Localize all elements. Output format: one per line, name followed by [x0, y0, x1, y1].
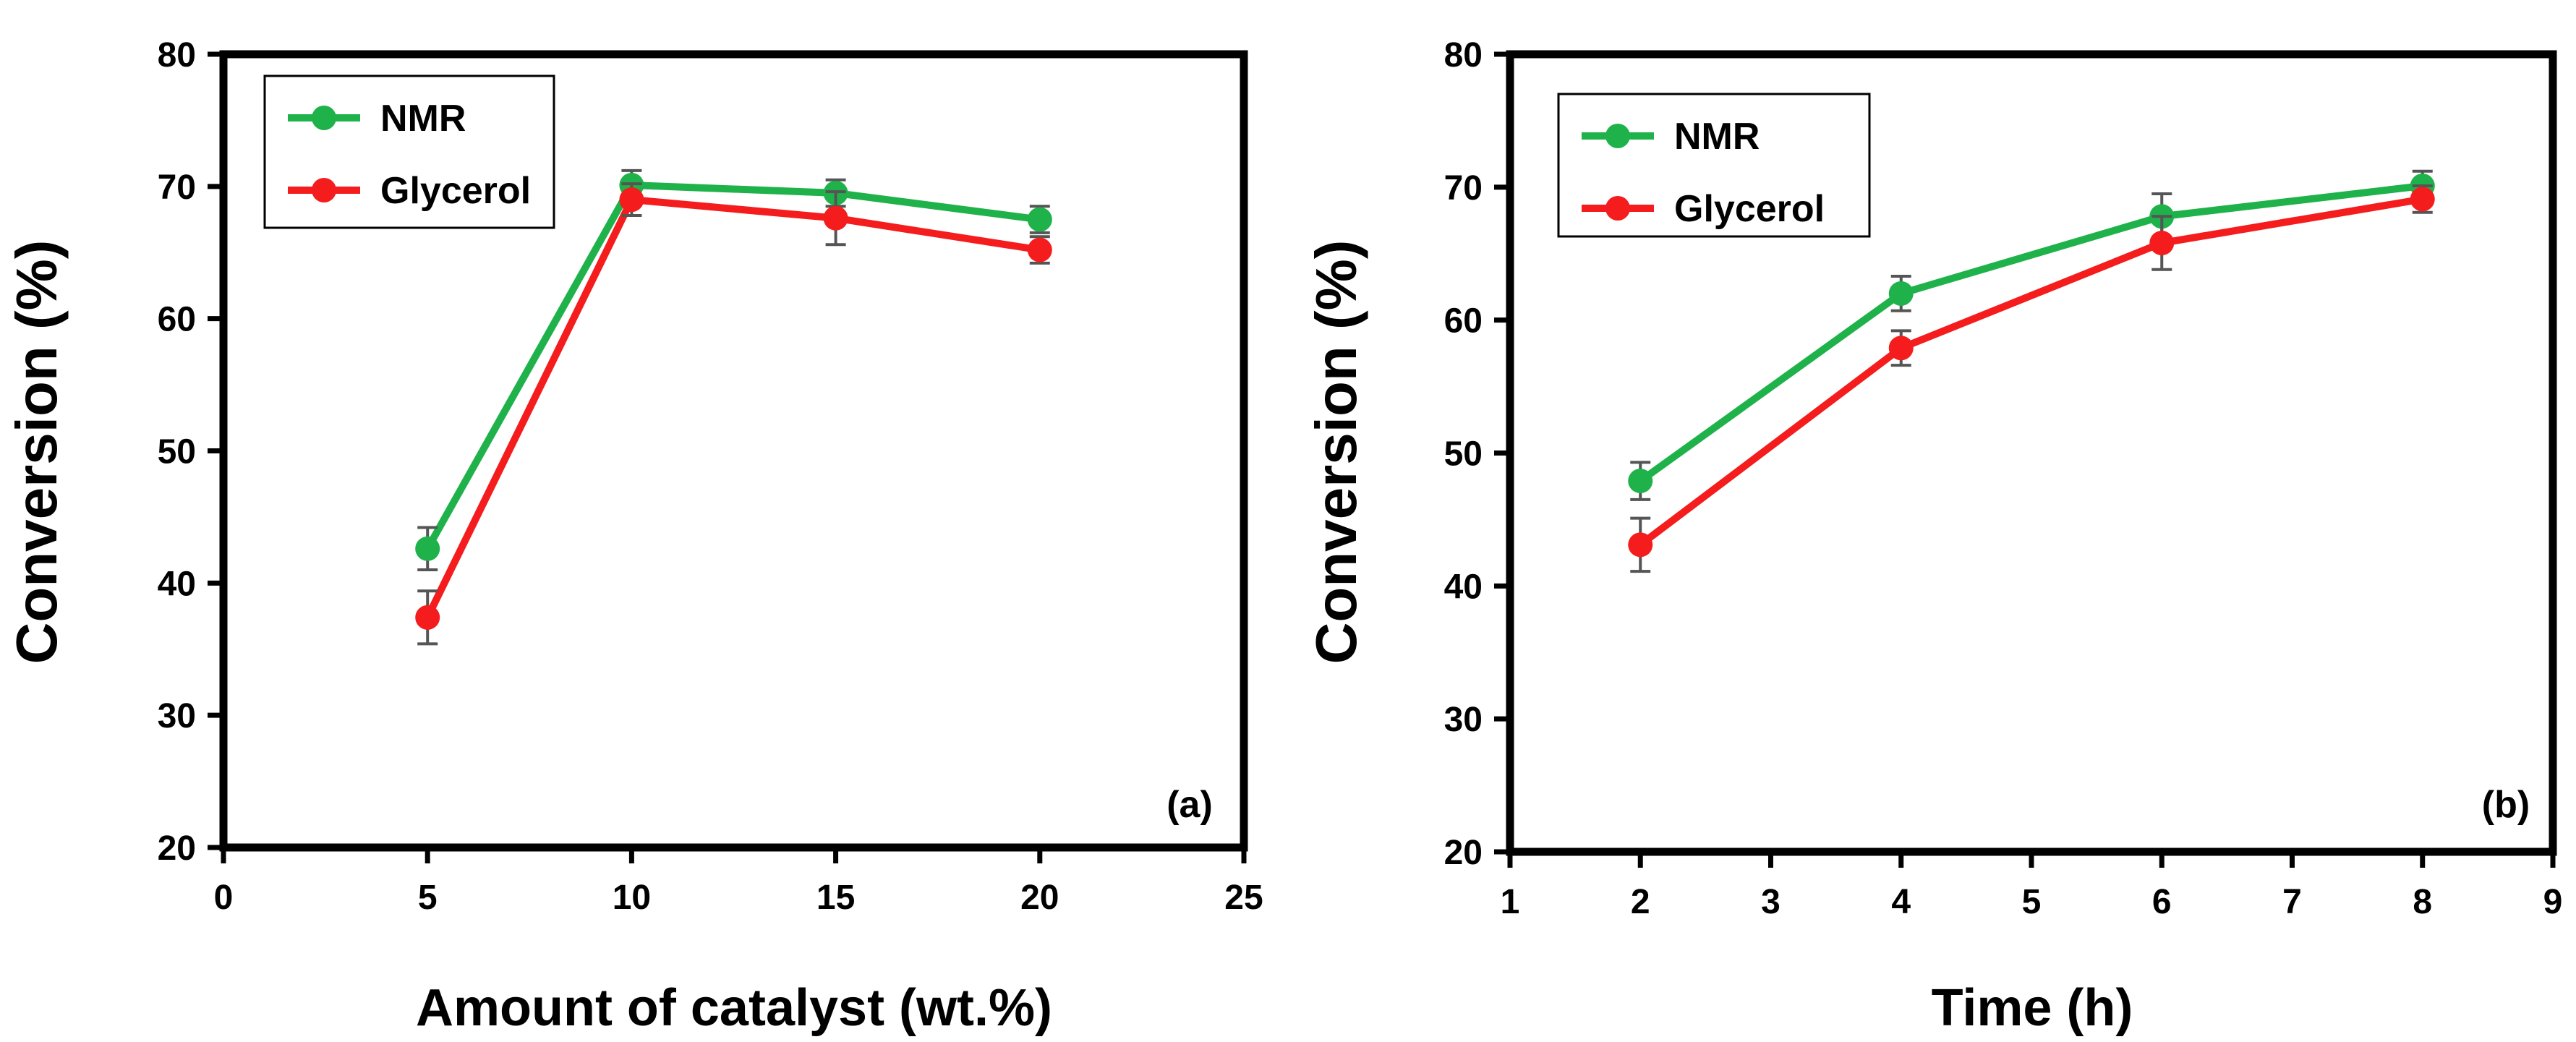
panel-label: (b)	[2482, 784, 2530, 826]
x-axis-title: Amount of catalyst (wt.%)	[416, 979, 1052, 1037]
data-point	[1027, 237, 1052, 262]
data-point	[823, 205, 848, 231]
legend: NMR Glycerol	[1557, 93, 1871, 238]
x-tick-label: 3	[1761, 883, 1780, 921]
series-line	[424, 182, 1041, 551]
data-point	[1888, 281, 1914, 306]
data-point	[415, 536, 440, 561]
data-point	[1027, 207, 1052, 232]
chart-panel-b: 20 30 40 50 60 70 80 1 2 3 4 5 6 7 8 9 Time (h) Conversio…	[1304, 36, 2562, 1037]
data-point	[2410, 187, 2435, 212]
y-tick-label: 50	[158, 433, 196, 471]
x-tick-label: 15	[816, 879, 855, 917]
panel-label: (a)	[1167, 784, 1213, 826]
data-point	[1628, 469, 1653, 494]
y-tick-label: 60	[158, 301, 196, 339]
legend-label: NMR	[380, 98, 466, 140]
series-line	[1638, 195, 2423, 548]
x-tick-label: 0	[214, 879, 234, 917]
y-tick-label: 30	[158, 697, 196, 735]
data-point	[1628, 532, 1653, 558]
x-tick-label: 10	[613, 879, 651, 917]
y-tick-label: 80	[1444, 36, 1483, 74]
x-tick-label: 1	[1501, 883, 1520, 921]
x-tick-label: 20	[1020, 879, 1059, 917]
y-tick-label: 20	[158, 829, 196, 868]
legend-swatch-marker	[1605, 124, 1630, 148]
y-axis-title: Conversion (%)	[4, 240, 69, 665]
y-axis-title: Conversion (%)	[1304, 240, 1368, 665]
legend-swatch-marker	[312, 106, 336, 130]
x-tick-label: 2	[1631, 883, 1650, 921]
legend-swatch-marker	[312, 178, 336, 202]
series-line	[1638, 182, 2423, 484]
data-point	[2149, 231, 2175, 256]
y-tick-label: 40	[1444, 568, 1483, 606]
y-tick-label: 60	[1444, 302, 1483, 341]
data-point	[415, 605, 440, 630]
y-tick-label: 70	[1444, 169, 1483, 208]
y-tick-label: 70	[158, 168, 196, 207]
series-glycerol	[415, 182, 1052, 646]
series-glycerol	[1628, 184, 2435, 573]
x-tick-label: 25	[1224, 879, 1263, 917]
x-tick-label: 8	[2413, 883, 2432, 921]
legend-label: Glycerol	[1674, 188, 1825, 230]
legend-label: NMR	[1674, 116, 1760, 158]
legend-swatch-marker	[1605, 196, 1630, 221]
x-tick-label: 4	[1891, 883, 1911, 921]
data-point	[619, 187, 644, 213]
x-tick-label: 6	[2152, 883, 2172, 921]
y-tick-label: 50	[1444, 435, 1483, 474]
data-point	[1888, 336, 1914, 361]
legend-label: Glycerol	[380, 170, 531, 212]
y-tick-label: 20	[1444, 834, 1483, 872]
legend-box	[263, 74, 555, 229]
x-tick-label: 5	[2022, 883, 2042, 921]
series-line	[424, 196, 1041, 620]
y-tick-label: 40	[158, 565, 196, 603]
y-tick-label: 80	[158, 36, 196, 74]
chart-panel-a: 20 30 40 50 60 70 80 0 5 10 15 20 25 Amount of cataly…	[4, 36, 1263, 1037]
x-axis-title: Time (h)	[1932, 979, 2133, 1037]
x-tick-label: 9	[2543, 883, 2563, 921]
x-tick-label: 7	[2282, 883, 2302, 921]
y-tick-label: 30	[1444, 701, 1483, 739]
series-nmr	[415, 168, 1052, 572]
legend: NMR Glycerol	[263, 74, 555, 229]
x-tick-label: 5	[418, 879, 438, 917]
